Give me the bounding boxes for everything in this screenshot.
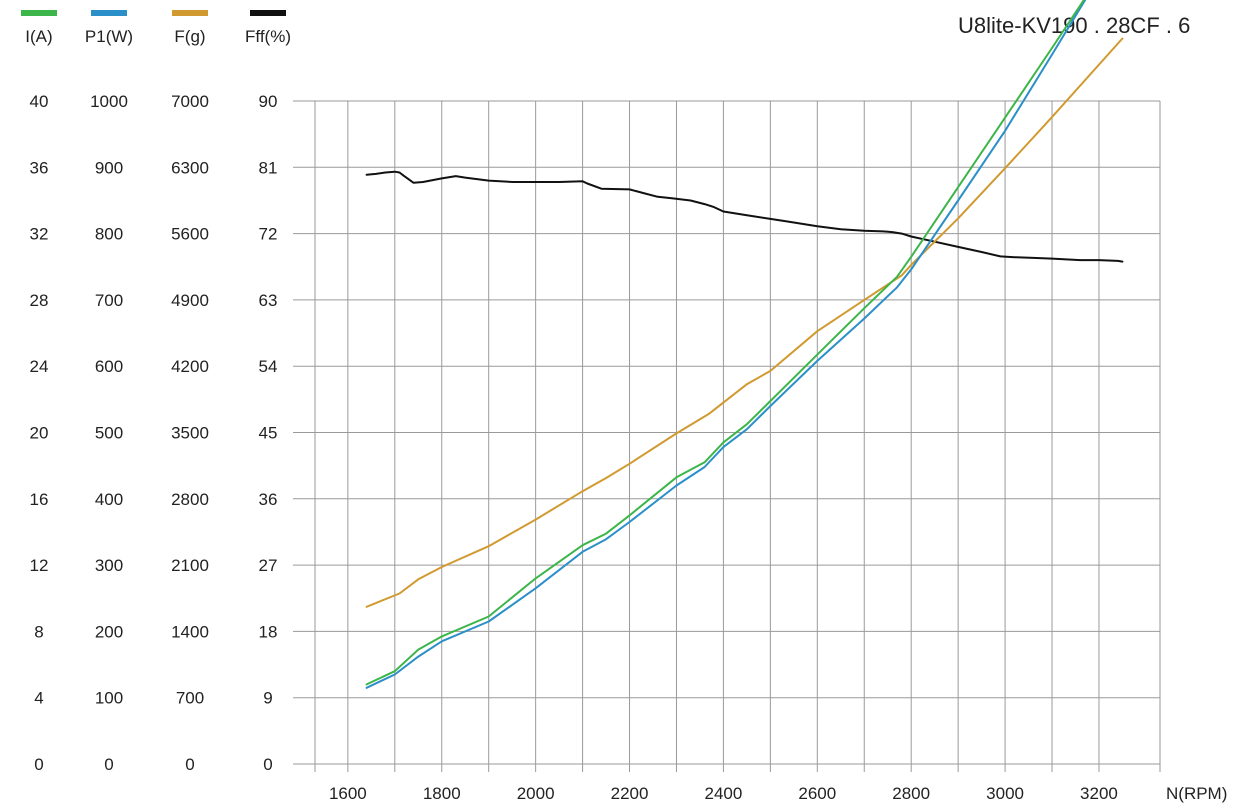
x-tick: 2600: [798, 784, 836, 803]
series-line-f: [365, 37, 1124, 608]
series-line-p1: [365, 0, 1087, 689]
y-tick-i: 40: [30, 92, 49, 111]
series-line-fff: [365, 170, 1124, 263]
y-tick-f: 4900: [171, 291, 209, 310]
legend-swatch-p1: [91, 10, 127, 16]
x-tick: 2200: [611, 784, 649, 803]
y-tick-i: 16: [30, 490, 49, 509]
y-tick-i: 36: [30, 158, 49, 177]
y-tick-fff: 18: [259, 622, 278, 641]
y-tick-fff: 0: [263, 755, 272, 774]
y-tick-i: 24: [30, 357, 49, 376]
x-tick: 2800: [892, 784, 930, 803]
y-tick-fff: 72: [259, 225, 278, 244]
y-tick-fff: 9: [263, 689, 272, 708]
y-tick-fff: 45: [259, 424, 278, 443]
y-tick-p1: 400: [95, 490, 123, 509]
legend-swatch-i: [21, 10, 57, 16]
y-tick-i: 12: [30, 556, 49, 575]
y-tick-f: 2100: [171, 556, 209, 575]
y-tick-i: 4: [34, 689, 43, 708]
x-tick: 3200: [1080, 784, 1118, 803]
y-tick-f: 3500: [171, 424, 209, 443]
x-tick: 3000: [986, 784, 1024, 803]
y-tick-f: 1400: [171, 622, 209, 641]
grid: [293, 100, 1161, 772]
y-tick-fff: 54: [259, 357, 278, 376]
x-axis: 1600 1800 2000 2200 2400 2600 2800 3000 3200: [329, 784, 1118, 803]
y-tick-i: 0: [34, 755, 43, 774]
series-line-i: [365, 0, 1086, 686]
legend: I(A) P1(W) F(g) Fff(%): [21, 10, 291, 46]
y-tick-fff: 63: [259, 291, 278, 310]
y-tick-p1: 600: [95, 357, 123, 376]
y-tick-p1: 300: [95, 556, 123, 575]
y-tick-f: 4200: [171, 357, 209, 376]
y-tick-p1: 100: [95, 689, 123, 708]
y-tick-p1: 900: [95, 158, 123, 177]
y-tick-i: 32: [30, 225, 49, 244]
y-tick-i: 28: [30, 291, 49, 310]
x-tick: 2400: [705, 784, 743, 803]
y-tick-f: 6300: [171, 158, 209, 177]
y-tick-f: 700: [176, 689, 204, 708]
y-tick-p1: 700: [95, 291, 123, 310]
y-tick-fff: 27: [259, 556, 278, 575]
y-tick-f: 7000: [171, 92, 209, 111]
y-tick-fff: 90: [259, 92, 278, 111]
y-tick-f: 0: [185, 755, 194, 774]
legend-swatch-f: [172, 10, 208, 16]
y-tick-p1: 0: [104, 755, 113, 774]
x-tick: 1600: [329, 784, 367, 803]
legend-label-fff: Fff(%): [245, 27, 291, 46]
legend-swatch-fff: [250, 10, 286, 16]
legend-label-i: I(A): [25, 27, 52, 46]
x-axis-label: N(RPM): [1166, 784, 1227, 803]
legend-label-f: F(g): [174, 27, 205, 46]
series-lines: [365, 0, 1124, 689]
x-tick: 2000: [517, 784, 555, 803]
y-axes: 0481216202428323640010020030040050060070…: [30, 92, 278, 774]
y-tick-i: 8: [34, 622, 43, 641]
y-tick-p1: 500: [95, 424, 123, 443]
legend-label-p1: P1(W): [85, 27, 133, 46]
y-tick-f: 2800: [171, 490, 209, 509]
x-tick: 1800: [423, 784, 461, 803]
y-tick-f: 5600: [171, 225, 209, 244]
y-tick-fff: 36: [259, 490, 278, 509]
y-tick-p1: 1000: [90, 92, 128, 111]
y-tick-i: 20: [30, 424, 49, 443]
y-tick-p1: 800: [95, 225, 123, 244]
y-tick-fff: 81: [259, 158, 278, 177]
y-tick-p1: 200: [95, 622, 123, 641]
